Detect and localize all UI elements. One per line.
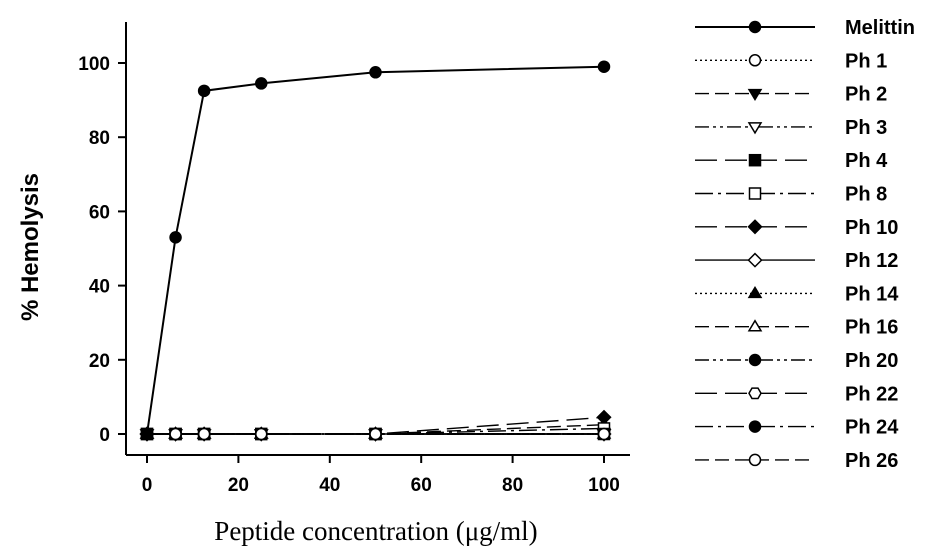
legend-marker bbox=[748, 420, 762, 433]
series-lines bbox=[146, 65, 605, 435]
legend-item: Ph 10 bbox=[695, 217, 898, 239]
legend-item: Ph 20 bbox=[695, 350, 898, 372]
y-axis-label: % Hemolysis bbox=[17, 173, 44, 321]
legend-marker bbox=[748, 387, 762, 400]
legend-item: Ph 2 bbox=[695, 84, 887, 106]
legend-label: Ph 26 bbox=[845, 450, 898, 472]
x-tick-label: 40 bbox=[319, 475, 340, 496]
legend-item: Ph 24 bbox=[695, 417, 899, 439]
data-point bbox=[369, 66, 382, 79]
legend-item: Ph 12 bbox=[695, 250, 898, 272]
legend-label: Ph 16 bbox=[845, 317, 898, 339]
y-tick-label: 100 bbox=[78, 54, 110, 75]
legend-marker bbox=[747, 88, 763, 102]
legend-marker bbox=[748, 453, 762, 467]
x-tick-label: 80 bbox=[502, 475, 523, 496]
legend-label: Ph 8 bbox=[845, 184, 887, 206]
legend-item: Ph 16 bbox=[695, 317, 898, 339]
y-tick-label: 20 bbox=[89, 351, 110, 372]
legend-label: Ph 22 bbox=[845, 383, 898, 405]
x-tick-label: 0 bbox=[142, 475, 153, 496]
x-ticks: 0 20 40 60 80 100 bbox=[142, 455, 620, 496]
x-tick-label: 20 bbox=[228, 475, 249, 496]
legend-label: Ph 4 bbox=[845, 150, 888, 172]
legend-label: Ph 10 bbox=[845, 217, 898, 239]
legend-item: Ph 4 bbox=[695, 150, 888, 172]
legend-marker bbox=[748, 54, 762, 67]
legend-label: Melittin bbox=[845, 17, 915, 39]
legend-item: Ph 14 bbox=[695, 283, 899, 305]
data-point bbox=[169, 231, 182, 244]
x-tick-label: 100 bbox=[588, 475, 620, 496]
data-point bbox=[597, 60, 611, 73]
legend-label: Ph 1 bbox=[845, 50, 887, 72]
data-point bbox=[369, 427, 382, 441]
x-axis-label: Peptide concentration (μg/ml) bbox=[214, 516, 537, 546]
legend-marker bbox=[747, 285, 763, 299]
data-point bbox=[596, 409, 612, 425]
data-point bbox=[197, 84, 211, 98]
legend-item: Ph 26 bbox=[695, 450, 898, 472]
legend-item: Ph 3 bbox=[695, 117, 887, 139]
series-line bbox=[146, 65, 605, 435]
y-tick-label: 40 bbox=[89, 277, 110, 298]
legend-item: Melittin bbox=[695, 17, 915, 39]
legend-item: Ph 8 bbox=[695, 184, 887, 206]
y-tick-label: 60 bbox=[89, 202, 110, 223]
legend-marker bbox=[747, 122, 763, 135]
legend-label: Ph 14 bbox=[845, 283, 899, 305]
legend-marker bbox=[748, 153, 762, 167]
legend-marker bbox=[747, 252, 763, 268]
data-point bbox=[169, 427, 182, 441]
series-layer bbox=[139, 60, 612, 442]
legend-item: Ph 1 bbox=[695, 50, 887, 72]
data-point bbox=[597, 427, 611, 441]
legend-label: Ph 20 bbox=[845, 350, 898, 372]
data-point bbox=[255, 77, 268, 90]
x-tick-label: 60 bbox=[411, 475, 432, 496]
legend-marker bbox=[748, 187, 762, 200]
axes bbox=[125, 22, 630, 456]
data-point bbox=[140, 427, 154, 441]
series-markers bbox=[139, 60, 612, 442]
legend-marker bbox=[747, 319, 763, 332]
y-tick-label: 0 bbox=[99, 425, 110, 446]
legend-marker bbox=[748, 20, 762, 34]
data-point bbox=[255, 427, 268, 441]
data-point bbox=[197, 427, 211, 441]
legend-marker bbox=[748, 353, 762, 367]
legend-label: Ph 24 bbox=[845, 417, 899, 439]
y-tick-label: 80 bbox=[89, 128, 110, 149]
y-ticks: 0 20 40 60 80 100 bbox=[78, 54, 126, 446]
legend-label: Ph 3 bbox=[845, 117, 887, 139]
legend-marker bbox=[747, 219, 763, 235]
legend: Melittin Ph 1 Ph 2 Ph 3 Ph 4 Ph 8 Ph 10 Ph 12 Ph… bbox=[695, 17, 915, 472]
legend-label: Ph 12 bbox=[845, 250, 898, 272]
legend-label: Ph 2 bbox=[845, 84, 887, 106]
legend-item: Ph 22 bbox=[695, 383, 898, 405]
